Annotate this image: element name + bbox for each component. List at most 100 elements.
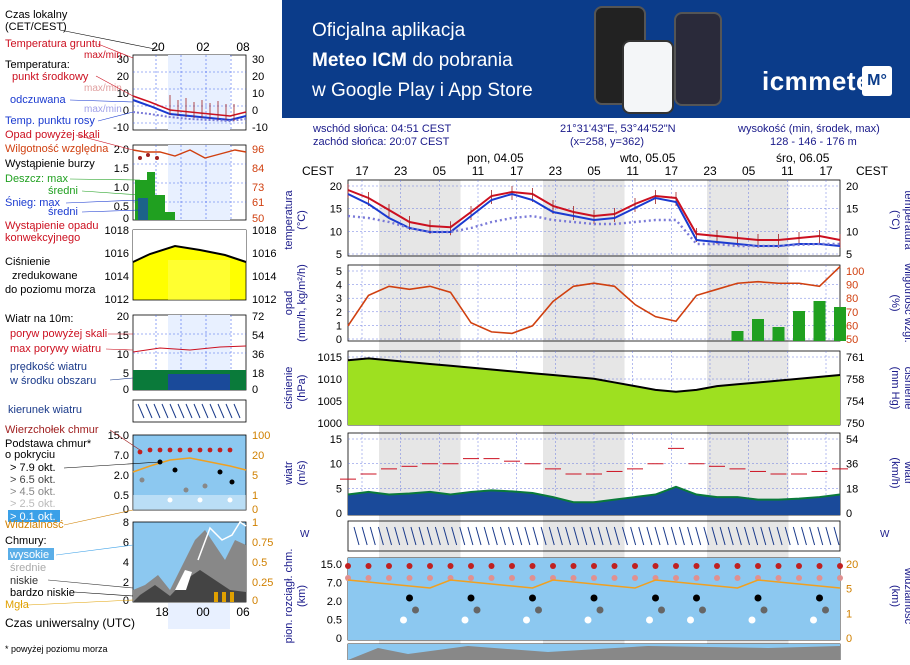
cloud-base-point bbox=[822, 607, 829, 614]
legend-temperature: Temperatura: bbox=[5, 59, 70, 71]
tick-press-l: 1015 bbox=[318, 352, 342, 364]
wind-dir-arrow bbox=[818, 527, 823, 545]
tick-cloud-l: 7.0 bbox=[327, 578, 342, 590]
mini-cloud-tick-r-2: 5 bbox=[252, 470, 258, 482]
mini-wind-tick-r-3: 18 bbox=[252, 368, 264, 380]
wind-dir-arrow bbox=[810, 527, 815, 545]
mini-cov-tick-r-1: 0.75 bbox=[252, 537, 273, 549]
wind-dir-arrow bbox=[484, 527, 489, 545]
tick-precip-l: 4 bbox=[336, 280, 342, 292]
press-left-title: ciśnienie bbox=[283, 367, 295, 410]
legend-feels-like-sub: max/min bbox=[84, 104, 122, 115]
mini-press-tick-l-2: 1014 bbox=[105, 271, 129, 283]
temp-left-title: temperatura bbox=[283, 189, 295, 249]
mini-wind-tick-r-1: 54 bbox=[252, 330, 264, 342]
cloud-top-point bbox=[735, 575, 741, 581]
tick-wind-r: 0 bbox=[846, 508, 852, 520]
tick-temp-l: 20 bbox=[330, 181, 342, 193]
mini-cloud-tick-r-1: 20 bbox=[252, 450, 264, 462]
hour-label: 23 bbox=[394, 164, 408, 178]
cloud-top-point bbox=[530, 563, 536, 569]
tick-temp-r: 15 bbox=[846, 204, 858, 216]
legend-gust-over: poryw powyżej skali bbox=[10, 328, 107, 340]
tick-cloud-r: 0 bbox=[846, 633, 852, 645]
wind-dir-arrow bbox=[834, 527, 839, 545]
mini-precip-tick-r-1: 84 bbox=[252, 163, 264, 175]
wind-dir-icon: W bbox=[300, 529, 310, 540]
tick-temp-r: 10 bbox=[846, 226, 858, 238]
tick-precip-r: 100 bbox=[846, 266, 864, 278]
mini-temp-tick-l-4: -10 bbox=[113, 122, 129, 134]
hour-label: 23 bbox=[549, 164, 563, 178]
tick-precip-r: 80 bbox=[846, 293, 858, 305]
mini-precip-tick-l-4: 0 bbox=[123, 213, 129, 225]
legend-footnote: * powyżej poziomu morza bbox=[5, 644, 108, 654]
mini-precip-tick-l-1: 1.5 bbox=[114, 163, 129, 175]
legend-dew-point: Temp. punktu rosy bbox=[5, 115, 95, 127]
wind-dir-arrow bbox=[517, 527, 522, 545]
precip-bar bbox=[834, 307, 846, 341]
cloud-top-point bbox=[714, 563, 720, 569]
banner-line2-rest: do pobrania bbox=[407, 50, 513, 71]
legend-mean-wind2: w środku obszaru bbox=[9, 375, 96, 387]
cloud-top-point bbox=[407, 563, 413, 569]
meteogram-chart: CEST CEST pon, 04.05 wto, 05.05 śro, 06.… bbox=[282, 148, 910, 660]
tick-cloud-l: 2.0 bbox=[327, 596, 342, 608]
temp-right-title: temperatura bbox=[902, 190, 910, 250]
cloud-base-point bbox=[406, 595, 413, 602]
legend-rel-humidity: Wilgotność względna bbox=[5, 143, 109, 155]
mini-press-tick-r-3: 1012 bbox=[252, 294, 276, 306]
mini-cloud-tick-l-4: 0 bbox=[123, 504, 129, 516]
hour-label: 11 bbox=[472, 164, 485, 178]
banner-line1: Oficjalna aplikacja bbox=[312, 20, 465, 42]
utc-hour-18: 18 bbox=[155, 605, 169, 619]
legend-local-time: Czas lokalny bbox=[5, 9, 68, 21]
mini-cov-tick-r-3: 0.25 bbox=[252, 577, 273, 589]
legend-pressure2: zredukowane bbox=[12, 270, 77, 282]
cloud-top-point bbox=[694, 563, 700, 569]
tick-cloud-l: 0 bbox=[336, 633, 342, 645]
tick-wind-l: 0 bbox=[336, 508, 342, 520]
mini-cov-tick-l-1: 6 bbox=[123, 537, 129, 549]
hour-label: 17 bbox=[510, 164, 524, 178]
legend-soil-temp-sub: max/min bbox=[84, 50, 122, 61]
wind-dir-arrow bbox=[476, 527, 481, 545]
mini-precip-tick-r-4: 50 bbox=[252, 213, 264, 225]
tick-wind-l: 5 bbox=[336, 483, 342, 495]
mini-temp-tick-l-3: 0 bbox=[123, 105, 129, 117]
wind-dir-arrow bbox=[370, 527, 375, 545]
legend-thunder: Wystąpienie burzy bbox=[5, 158, 95, 170]
cloud-base-point bbox=[810, 617, 817, 624]
legend-mean-wind: prędkość wiatru bbox=[10, 361, 87, 373]
wind-dir-arrow bbox=[655, 527, 660, 545]
cloud-base-point bbox=[400, 617, 407, 624]
cloud-top-point bbox=[550, 563, 556, 569]
app-banner[interactable]: Oficjalna aplikacja Meteo ICM do pobrani… bbox=[282, 0, 910, 118]
mini-precip-tick-r-2: 73 bbox=[252, 182, 264, 194]
brand-logo-box: M° bbox=[862, 66, 892, 96]
legend-cloud-top: Wierzchołek chmur bbox=[5, 424, 99, 436]
tick-press-r: 754 bbox=[846, 396, 864, 408]
mini-press-tick-r-2: 1014 bbox=[252, 271, 276, 283]
cloud-top-point bbox=[366, 575, 372, 581]
legend-wind: Wiatr na 10m: bbox=[5, 313, 73, 325]
cloud-top-point bbox=[796, 575, 802, 581]
cloud-top-point bbox=[632, 563, 638, 569]
legend-clouds: Chmury: bbox=[5, 535, 47, 547]
cloud-top-point bbox=[673, 563, 679, 569]
tick-precip-r: 70 bbox=[846, 307, 858, 319]
wind-dir-arrow bbox=[362, 527, 367, 545]
wind-right-title: wiatr bbox=[902, 460, 910, 485]
cloud-top-point bbox=[366, 563, 372, 569]
tick-press-l: 1010 bbox=[318, 374, 342, 386]
cloud-base-point bbox=[585, 617, 592, 624]
cloud-base-point bbox=[591, 595, 598, 602]
mini-wind-tick-l-4: 0 bbox=[123, 384, 129, 396]
mini-precip-tick-r-3: 61 bbox=[252, 197, 264, 209]
hour-label: 17 bbox=[819, 164, 833, 178]
tick-press-l: 1000 bbox=[318, 418, 342, 430]
wind-dir-arrow bbox=[679, 527, 684, 545]
hour-label: 23 bbox=[703, 164, 717, 178]
precip-bar bbox=[752, 319, 764, 341]
